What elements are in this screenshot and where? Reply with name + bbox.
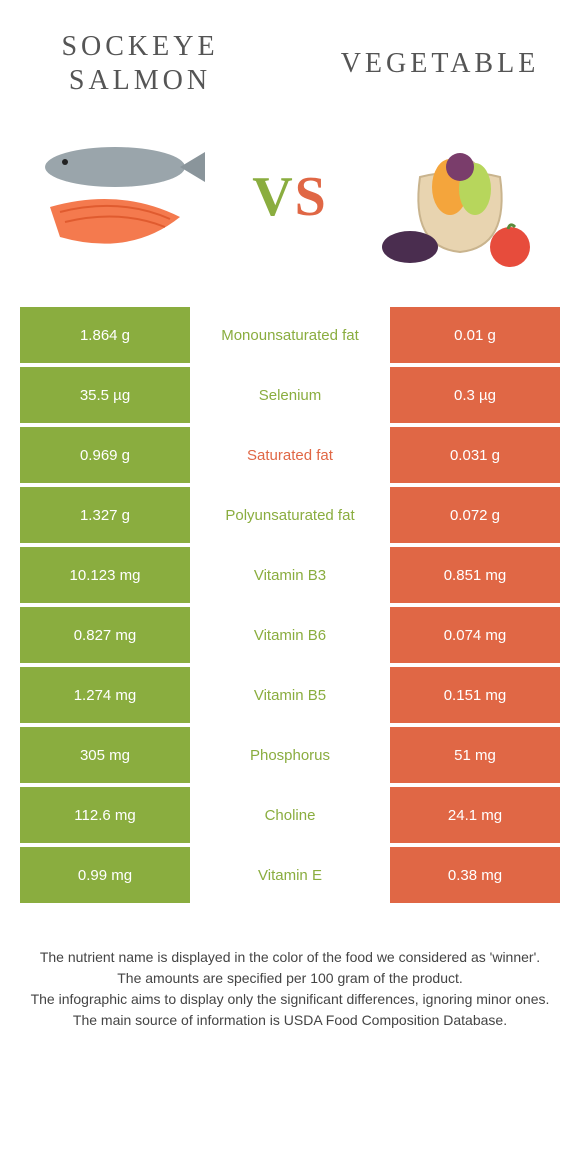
left-value: 1.327 g [20,487,190,543]
right-value: 0.074 mg [390,607,560,663]
images-row: VS [0,117,580,307]
footnotes: The nutrient name is displayed in the co… [0,907,580,1031]
footnote-line: The amounts are specified per 100 gram o… [30,968,550,989]
right-value: 0.151 mg [390,667,560,723]
right-value: 0.072 g [390,487,560,543]
comparison-table: 1.864 gMonounsaturated fat0.01 g35.5 µgS… [0,307,580,903]
nutrient-label: Vitamin B3 [190,547,390,603]
table-row: 305 mgPhosphorus51 mg [20,727,560,783]
right-value: 0.01 g [390,307,560,363]
table-row: 35.5 µgSelenium0.3 µg [20,367,560,423]
right-value: 24.1 mg [390,787,560,843]
left-value: 35.5 µg [20,367,190,423]
left-value: 10.123 mg [20,547,190,603]
right-value: 0.3 µg [390,367,560,423]
table-row: 0.827 mgVitamin B60.074 mg [20,607,560,663]
footnote-line: The infographic aims to display only the… [30,989,550,1010]
nutrient-label: Phosphorus [190,727,390,783]
nutrient-label: Monounsaturated fat [190,307,390,363]
nutrient-label: Selenium [190,367,390,423]
right-value: 51 mg [390,727,560,783]
left-value: 0.969 g [20,427,190,483]
right-value: 0.031 g [390,427,560,483]
left-value: 0.827 mg [20,607,190,663]
nutrient-label: Polyunsaturated fat [190,487,390,543]
header: Sockeye salmon Vegetable [0,0,580,117]
vs-label: VS [252,165,328,229]
left-value: 1.274 mg [20,667,190,723]
table-row: 1.864 gMonounsaturated fat0.01 g [20,307,560,363]
footnote-line: The nutrient name is displayed in the co… [30,947,550,968]
right-title: Vegetable [340,47,540,81]
vegetable-image [370,117,550,277]
left-value: 305 mg [20,727,190,783]
left-value: 112.6 mg [20,787,190,843]
left-title: Sockeye salmon [40,30,240,97]
table-row: 0.99 mgVitamin E0.38 mg [20,847,560,903]
vs-v: V [252,166,294,228]
table-row: 112.6 mgCholine24.1 mg [20,787,560,843]
table-row: 0.969 gSaturated fat0.031 g [20,427,560,483]
left-value: 1.864 g [20,307,190,363]
right-value: 0.851 mg [390,547,560,603]
nutrient-label: Vitamin B5 [190,667,390,723]
nutrient-label: Saturated fat [190,427,390,483]
left-value: 0.99 mg [20,847,190,903]
vs-s: S [295,166,328,228]
right-value: 0.38 mg [390,847,560,903]
nutrient-label: Vitamin B6 [190,607,390,663]
table-row: 1.274 mgVitamin B50.151 mg [20,667,560,723]
table-row: 1.327 gPolyunsaturated fat0.072 g [20,487,560,543]
nutrient-label: Vitamin E [190,847,390,903]
nutrient-label: Choline [190,787,390,843]
footnote-line: The main source of information is USDA F… [30,1010,550,1031]
salmon-image [30,117,210,277]
table-row: 10.123 mgVitamin B30.851 mg [20,547,560,603]
